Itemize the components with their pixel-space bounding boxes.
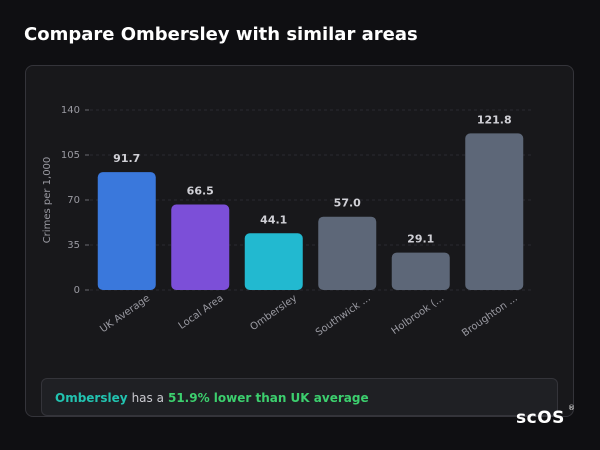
y-tick-label: 140 xyxy=(61,105,80,116)
y-tick-label: 70 xyxy=(67,195,80,206)
bar xyxy=(97,172,156,290)
brand-logo: scOS xyxy=(516,408,565,428)
bar xyxy=(244,233,303,290)
x-tick-label: Southwick ... xyxy=(314,293,373,339)
bar xyxy=(465,133,524,290)
summary-area: Ombersley xyxy=(55,391,128,405)
value-label: 29.1 xyxy=(407,233,434,246)
summary-text: has a xyxy=(131,391,164,405)
value-label: 91.7 xyxy=(113,152,140,165)
brand-mark: ® xyxy=(568,404,575,412)
bar xyxy=(318,216,377,290)
x-tick-label: Ombersley xyxy=(248,293,299,333)
value-label: 57.0 xyxy=(334,197,361,210)
y-tick-label: 0 xyxy=(74,285,80,296)
x-tick-label: UK Average xyxy=(98,293,152,335)
x-tick-label: Local Area xyxy=(177,293,226,332)
summary: Ombersley has a 51.9% lower than UK averag… xyxy=(41,378,558,416)
y-tick-label: 35 xyxy=(67,240,80,251)
x-tick-label: Broughton ... xyxy=(460,293,520,339)
x-tick-label: Holbrook (... xyxy=(390,293,447,337)
y-tick-label: 105 xyxy=(61,150,80,161)
page-title: Compare Ombersley with similar areas xyxy=(24,24,418,45)
value-label: 66.5 xyxy=(187,185,214,198)
value-label: 121.8 xyxy=(477,113,512,126)
summary-highlight: 51.9% lower than UK average xyxy=(167,391,369,405)
bar xyxy=(391,252,450,290)
y-axis-label: Crimes per 1,000 xyxy=(42,157,53,244)
bar xyxy=(171,204,230,290)
value-label: 44.1 xyxy=(260,213,287,226)
